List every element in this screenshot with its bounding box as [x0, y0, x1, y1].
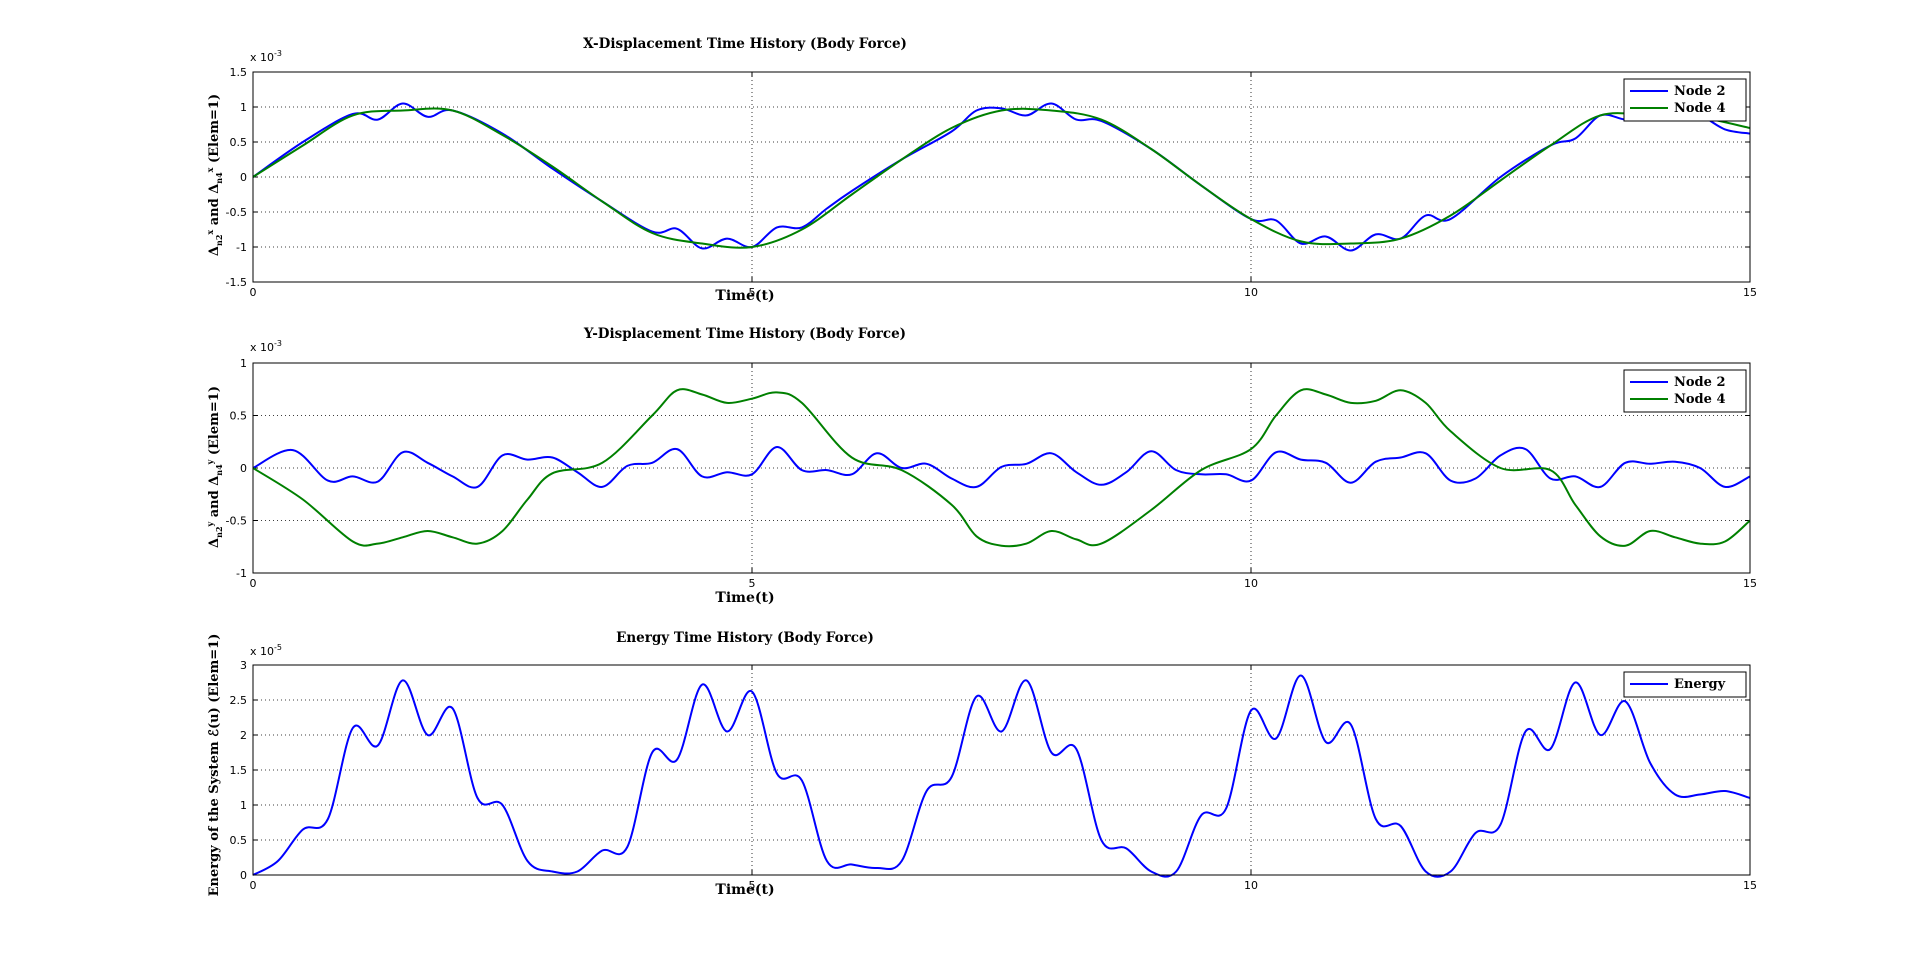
energy-xtick-label: 0 — [250, 879, 257, 892]
energy-ytick-label: 3 — [240, 659, 247, 672]
x-displacement-ytick-label: -0.5 — [226, 206, 247, 219]
energy-y-exponent: x 10-5 — [250, 643, 282, 658]
x-displacement-xtick-label: 10 — [1244, 286, 1258, 299]
x-displacement-grid — [253, 72, 1750, 282]
y-displacement-subplot: Y-Displacement Time History (Body Force)… — [205, 326, 1757, 606]
y-displacement-legend: Node 2 Node 4 — [1623, 369, 1747, 413]
energy-xlabel: Time(t) — [715, 882, 774, 898]
x-displacement-legend-label: Node 2 — [1674, 84, 1726, 99]
x-displacement-ytick-label: 0.5 — [230, 136, 248, 149]
energy-xtick-label: 15 — [1743, 879, 1757, 892]
y-displacement-title: Y-Displacement Time History (Body Force) — [583, 326, 906, 342]
y-displacement-series-node-2-line — [252, 446, 1751, 489]
x-displacement-ytick-label: -1.5 — [226, 276, 247, 289]
y-displacement-ytick-label: 0 — [240, 462, 247, 475]
y-displacement-ticks: 0 5 10 15 -1 -0.5 0 0.5 1 — [226, 357, 1757, 590]
energy-subplot: Energy Time History (Body Force) x 10-5 … — [207, 630, 1757, 898]
x-displacement-title: X-Displacement Time History (Body Force) — [583, 36, 907, 52]
energy-legend: Energy — [1623, 671, 1747, 698]
energy-ytick-label: 2 — [240, 729, 247, 742]
energy-ytick-label: 0 — [240, 869, 247, 882]
y-displacement-xtick-label: 15 — [1743, 577, 1757, 590]
y-displacement-ytick-label: 1 — [240, 357, 247, 370]
x-displacement-ticks: 0 5 10 15 -1.5 -1 -0.5 0 0.5 1 1.5 — [226, 66, 1757, 299]
x-displacement-xtick-label: 5 — [749, 286, 756, 299]
y-displacement-ytick-label: 0.5 — [230, 410, 248, 423]
y-displacement-axes-box — [252, 362, 1751, 574]
energy-xtick-label: 5 — [749, 879, 756, 892]
x-displacement-legend-label: Node 4 — [1674, 101, 1726, 116]
y-displacement-xtick-label: 0 — [250, 577, 257, 590]
y-displacement-legend-label: Node 4 — [1674, 392, 1726, 407]
y-displacement-lines — [252, 388, 1751, 548]
x-displacement-legend: Node 2 Node 4 — [1623, 78, 1747, 122]
x-displacement-y-exponent: x 10-3 — [250, 49, 282, 64]
energy-grid — [253, 665, 1750, 875]
x-displacement-ytick-label: 1.5 — [230, 66, 248, 79]
y-displacement-legend-label: Node 2 — [1674, 375, 1726, 390]
x-displacement-ytick-label: 0 — [240, 171, 247, 184]
x-displacement-lines — [252, 102, 1751, 252]
x-displacement-xtick-label: 0 — [250, 286, 257, 299]
y-displacement-series-node-4-line — [252, 388, 1751, 548]
energy-ytick-label: 1 — [240, 799, 247, 812]
energy-ytick-label: 2.5 — [230, 694, 248, 707]
x-displacement-xtick-label: 15 — [1743, 286, 1757, 299]
x-displacement-subplot: X-Displacement Time History (Body Force)… — [205, 36, 1757, 304]
y-displacement-legend-box — [1623, 369, 1747, 413]
y-displacement-xtick-label: 10 — [1244, 577, 1258, 590]
energy-xtick-label: 10 — [1244, 879, 1258, 892]
energy-lines — [252, 674, 1751, 878]
y-displacement-ylabel: Δn2y and Δn4y (Elem=1) — [205, 386, 224, 548]
energy-ytick-label: 1.5 — [230, 764, 248, 777]
x-displacement-legend-box — [1623, 78, 1747, 122]
x-displacement-axes-box — [252, 71, 1751, 283]
x-displacement-ytick-label: 1 — [240, 101, 247, 114]
y-displacement-xlabel: Time(t) — [715, 590, 774, 606]
energy-ylabel: Energy of the System ℰ(u) (Elem=1) — [207, 634, 222, 897]
energy-axes-box — [252, 664, 1751, 876]
x-displacement-ylabel: Δn2x and Δn4x (Elem=1) — [205, 94, 224, 256]
x-displacement-series-node-4-line — [252, 107, 1751, 249]
energy-ytick-label: 0.5 — [230, 834, 248, 847]
x-displacement-xlabel: Time(t) — [715, 288, 774, 304]
energy-legend-label: Energy — [1674, 677, 1726, 692]
y-displacement-y-exponent: x 10-3 — [250, 339, 282, 354]
x-displacement-ytick-label: -1 — [236, 241, 247, 254]
y-displacement-ytick-label: -0.5 — [226, 515, 247, 528]
energy-title: Energy Time History (Body Force) — [616, 630, 874, 646]
y-displacement-ytick-label: -1 — [236, 567, 247, 580]
y-displacement-xtick-label: 5 — [749, 577, 756, 590]
energy-series-energy-line — [252, 674, 1751, 878]
